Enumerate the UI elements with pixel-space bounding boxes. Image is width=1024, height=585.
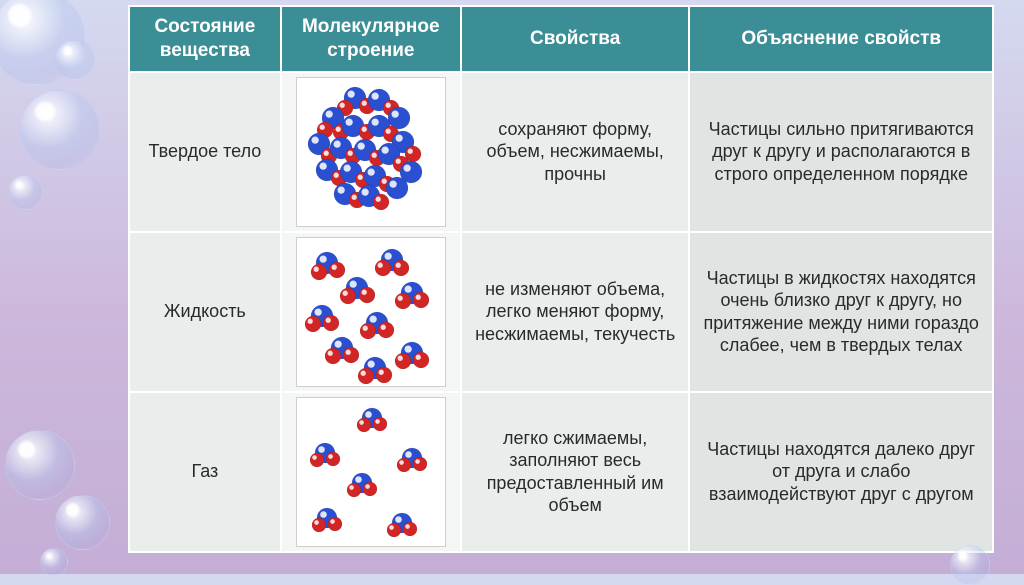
molecular-structure-cell xyxy=(281,72,461,232)
table-row: Газ легко сжимаемы, заполняют весь предос… xyxy=(129,392,993,552)
molecule-diagram xyxy=(296,237,446,387)
header-explanation: Объяснение свойств xyxy=(689,6,993,72)
bubble-decoration xyxy=(5,430,75,500)
bubble-decoration xyxy=(8,175,43,210)
explanation-cell: Частицы сильно притягиваются друг к друг… xyxy=(689,72,993,232)
properties-cell: не изменяют объема, легко меняют форму, … xyxy=(461,232,690,392)
molecule-diagram xyxy=(296,397,446,547)
table-row: Твердое тело сохраняют форму, объем, несж… xyxy=(129,72,993,232)
explanation-cell: Частицы находятся далеко друг от друга и… xyxy=(689,392,993,552)
bubble-decoration xyxy=(950,545,990,585)
bubble-decoration xyxy=(20,90,100,170)
explanation-cell: Частицы в жидкостях находятся очень близ… xyxy=(689,232,993,392)
table: Состояние вещества Молекулярное строение… xyxy=(128,5,994,553)
molecular-structure-cell xyxy=(281,232,461,392)
bubble-decoration xyxy=(40,548,68,576)
header-row: Состояние вещества Молекулярное строение… xyxy=(129,6,993,72)
states-of-matter-table: Состояние вещества Молекулярное строение… xyxy=(128,5,994,553)
state-cell: Газ xyxy=(129,392,281,552)
table-row: Жидкость не изменяют объема, легко меняют… xyxy=(129,232,993,392)
header-structure: Молекулярное строение xyxy=(281,6,461,72)
header-state: Состояние вещества xyxy=(129,6,281,72)
state-cell: Жидкость xyxy=(129,232,281,392)
header-properties: Свойства xyxy=(461,6,690,72)
state-cell: Твердое тело xyxy=(129,72,281,232)
properties-cell: сохраняют форму, объем, несжимаемы, проч… xyxy=(461,72,690,232)
bubble-decoration xyxy=(55,40,95,80)
molecule-diagram xyxy=(296,77,446,227)
bubble-decoration xyxy=(55,495,110,550)
molecular-structure-cell xyxy=(281,392,461,552)
properties-cell: легко сжимаемы, заполняют весь предостав… xyxy=(461,392,690,552)
